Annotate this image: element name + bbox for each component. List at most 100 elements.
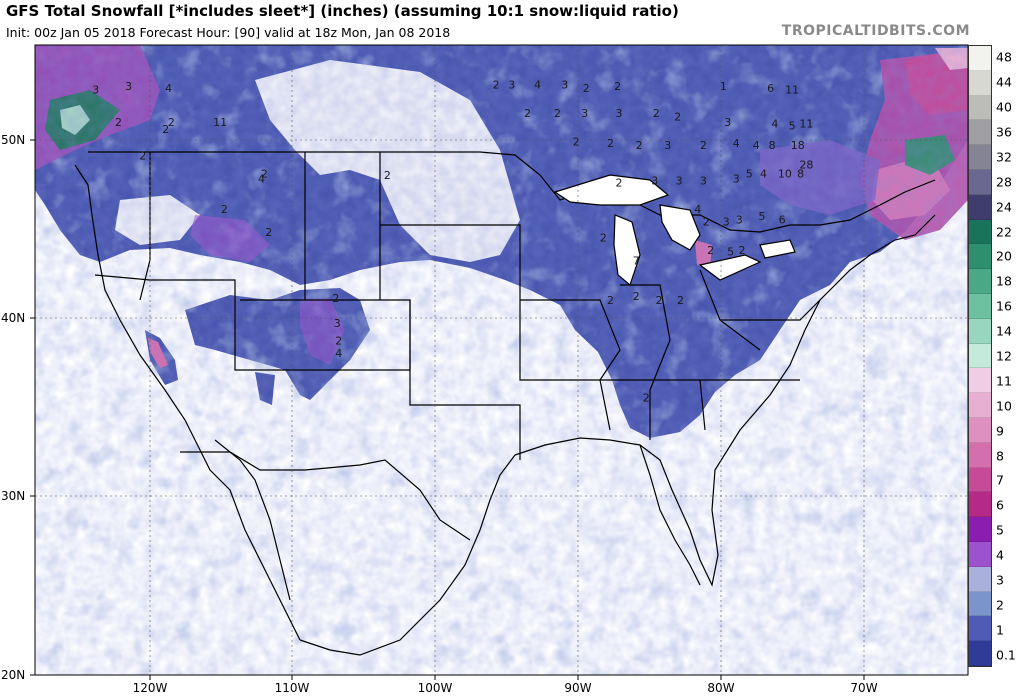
legend-label: 36: [996, 124, 1012, 140]
snowfall-value-label: 11: [785, 84, 799, 97]
snowfall-value-label: 3: [700, 175, 707, 188]
legend-swatch: [969, 368, 991, 394]
legend-swatch: [969, 318, 991, 344]
snowfall-value-label: 7: [633, 255, 640, 268]
legend-swatch: [969, 442, 991, 468]
lon-label-110w: 110W: [275, 681, 310, 695]
snowfall-value-label: 2: [633, 290, 640, 303]
init-valid-line: Init: 00z Jan 05 2018 Forecast Hour: [90…: [6, 25, 451, 40]
snowfall-value-label: 2: [332, 292, 339, 305]
legend-label: 44: [996, 74, 1012, 90]
snowfall-value-label: 3: [664, 139, 671, 152]
legend-swatch: [969, 219, 991, 245]
snowfall-value-label: 3: [723, 215, 730, 228]
legend-swatch: [969, 194, 991, 220]
snowfall-value-label: 2: [162, 123, 169, 136]
snowfall-value-label: 2: [493, 78, 500, 91]
snowfall-value-label: 2: [384, 169, 391, 182]
lat-label-30n: 30N: [1, 489, 25, 503]
color-scale-bar: [968, 45, 992, 667]
snowfall-value-label: 3: [334, 317, 341, 330]
snowfall-value-label: 1: [720, 80, 727, 93]
snowfall-value-label: 8: [769, 139, 776, 152]
snowfall-value-label: 2: [261, 167, 268, 180]
legend-label: 48: [996, 49, 1012, 65]
snowfall-value-label: 3: [651, 175, 658, 188]
snowfall-value-label: 2: [600, 232, 607, 245]
snowfall-value-label: 5: [759, 210, 766, 223]
lon-label-70w: 70W: [850, 681, 877, 695]
lon-label-80w: 80W: [707, 681, 734, 695]
legend-label: 2: [996, 597, 1004, 613]
legend-swatch: [969, 641, 991, 666]
snowfall-value-label: 2: [700, 139, 707, 152]
snowfall-value-label: 2: [616, 176, 623, 189]
snowfall-value-label: 3: [92, 84, 99, 97]
snowfall-value-label: 4: [258, 173, 265, 186]
snowfall-value-label: 10: [778, 167, 792, 180]
legend-swatch: [969, 244, 991, 270]
legend-swatch: [969, 467, 991, 493]
lon-label-120w: 120W: [133, 681, 168, 695]
snowfall-value-label: 28: [799, 159, 813, 172]
snowfall-value-label: 4: [733, 137, 740, 150]
snowfall-value-label: 4: [165, 82, 172, 95]
legend-label: 14: [996, 323, 1012, 339]
legend-swatch: [969, 591, 991, 617]
lat-label-50n: 50N: [1, 133, 25, 147]
snowfall-value-label: 2: [168, 116, 175, 129]
snowfall-value-label: 5: [746, 167, 753, 180]
snowfall-value-label: 2: [221, 203, 228, 216]
legend-label: 0.1: [996, 647, 1016, 663]
snowfall-value-label: 18: [791, 139, 805, 152]
snowfall-value-label: 2: [607, 137, 614, 150]
legend-label: 7: [996, 472, 1004, 488]
legend-label: 3: [996, 572, 1004, 588]
snowfall-value-label: 3: [724, 116, 731, 129]
snowfall-value-label: 2: [554, 107, 561, 120]
lon-label-100w: 100W: [418, 681, 453, 695]
snowfall-value-label: 5: [789, 119, 796, 132]
legend-swatch: [969, 417, 991, 443]
legend-swatch: [969, 269, 991, 294]
snowfall-value-label: 4: [760, 167, 767, 180]
snowfall-value-label: 11: [213, 116, 227, 129]
snowfall-value-label: 2: [643, 392, 650, 405]
snowfall-value-label: 3: [508, 78, 515, 91]
legend-swatch: [969, 566, 991, 592]
great-lakes: [553, 174, 796, 287]
site-brand: TROPICALTIDBITS.COM: [781, 23, 970, 39]
legend-label: 28: [996, 174, 1012, 190]
legend-swatch: [969, 343, 991, 369]
snowfall-value-label: 2: [653, 107, 660, 120]
legend-label: 32: [996, 149, 1012, 165]
legend-label: 20: [996, 248, 1012, 264]
legend-label: 10: [996, 398, 1012, 414]
snowfall-value-label: 3: [733, 173, 740, 186]
legend-swatch: [969, 492, 991, 518]
snowfall-value-label: 2: [524, 107, 531, 120]
snowfall-value-label: 3: [616, 107, 623, 120]
snowfall-value-label: 3: [125, 80, 132, 93]
snowfall-value-label: 3: [561, 78, 568, 91]
snowfall-value-label: 2: [607, 294, 614, 307]
legend-label: 24: [996, 199, 1012, 215]
snowfall-value-label: 4: [534, 78, 541, 91]
lat-label-20n: 20N: [1, 668, 25, 682]
snowfall-value-label: 2: [636, 139, 643, 152]
snowfall-value-label: 5: [727, 246, 734, 259]
snowfall-value-label: 2: [265, 226, 272, 239]
snowfall-value-label: 4: [771, 118, 778, 131]
snowfall-value-label: 4: [335, 347, 342, 360]
longitude-ticks: 120W 110W 100W 90W 80W 70W: [133, 675, 878, 695]
snowfall-value-label: 2: [677, 294, 684, 307]
legend-label: 11: [996, 373, 1012, 389]
snowfall-value-label: 2: [573, 135, 580, 148]
snowfall-value-label: 2: [614, 80, 621, 93]
legend-label: 8: [996, 448, 1004, 464]
legend-swatch: [969, 517, 991, 542]
graticule: [35, 45, 968, 675]
